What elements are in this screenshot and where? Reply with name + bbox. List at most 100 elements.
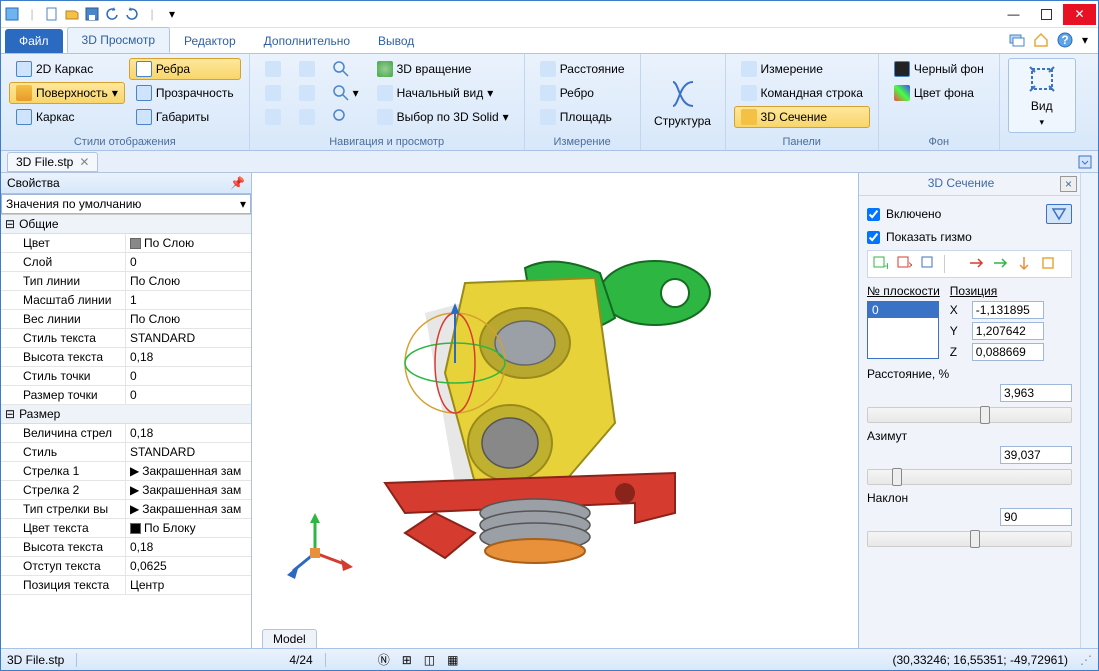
close-panel-icon[interactable]: × bbox=[1060, 176, 1077, 192]
measure-panel-button[interactable]: Измерение bbox=[734, 58, 870, 80]
redo-icon[interactable] bbox=[123, 5, 141, 23]
show-gizmo-checkbox[interactable]: Показать гизмо bbox=[867, 230, 1072, 244]
nav-btn-5[interactable] bbox=[292, 82, 322, 104]
3d-viewport[interactable]: Model bbox=[252, 173, 858, 649]
enabled-checkbox[interactable]: Включено bbox=[867, 204, 1072, 224]
model-space-tab[interactable]: Model bbox=[262, 629, 317, 649]
save-icon[interactable] bbox=[83, 5, 101, 23]
prop-row-textheight[interactable]: Высота текста0,18 bbox=[1, 348, 251, 367]
prop-row-textoffset[interactable]: Отступ текста0,0625 bbox=[1, 557, 251, 576]
initial-view-button[interactable]: Начальный вид▾ bbox=[370, 82, 516, 104]
cmdline-panel-button[interactable]: Командная строка bbox=[734, 82, 870, 104]
azimuth-slider[interactable] bbox=[867, 469, 1072, 485]
prop-row-textpos[interactable]: Позиция текстаЦентр bbox=[1, 576, 251, 595]
zoom-out-button[interactable]: ▾ bbox=[326, 82, 366, 104]
prop-row-textstyle[interactable]: Стиль текстаSTANDARD bbox=[1, 329, 251, 348]
tab-output[interactable]: Вывод bbox=[364, 29, 428, 53]
help-icon[interactable]: ? bbox=[1056, 31, 1074, 49]
prop-row-arrowtype[interactable]: Тип стрелки вы▶Закрашенная зам bbox=[1, 500, 251, 519]
category-general[interactable]: ⊟Общие bbox=[1, 215, 251, 234]
prop-row-linetype[interactable]: Тип линииПо Слою bbox=[1, 272, 251, 291]
undo-icon[interactable] bbox=[103, 5, 121, 23]
category-size[interactable]: ⊟Размер bbox=[1, 405, 251, 424]
carcass-button[interactable]: Каркас bbox=[9, 106, 125, 128]
prop-row-pointstyle[interactable]: Стиль точки0 bbox=[1, 367, 251, 386]
view-button[interactable]: Вид▾ bbox=[1008, 58, 1076, 133]
y-input[interactable] bbox=[972, 322, 1044, 340]
surface-button[interactable]: Поверхность▾ bbox=[9, 82, 125, 104]
pin-icon[interactable]: 📌 bbox=[230, 176, 245, 190]
prop-row-arrow1[interactable]: Стрелка 1▶Закрашенная зам bbox=[1, 462, 251, 481]
z-input[interactable] bbox=[972, 343, 1044, 361]
tilt-slider[interactable] bbox=[867, 531, 1072, 547]
prop-row-lineweight[interactable]: Вес линииПо Слою bbox=[1, 310, 251, 329]
edges-button[interactable]: Ребра bbox=[129, 58, 241, 80]
prop-row-linescale[interactable]: Масштаб линии1 bbox=[1, 291, 251, 310]
nav-btn-1[interactable] bbox=[258, 58, 288, 80]
black-bg-button[interactable]: Черный фон bbox=[887, 58, 991, 80]
edge-button[interactable]: Ребро bbox=[533, 82, 632, 104]
prop-row-pointsize[interactable]: Размер точки0 bbox=[1, 386, 251, 405]
document-tab[interactable]: 3D File.stp ✕ bbox=[7, 152, 98, 172]
remove-plane-icon[interactable]: × bbox=[896, 255, 914, 273]
zoom-fit-button[interactable] bbox=[326, 106, 366, 128]
prop-row-textheight2[interactable]: Высота текста0,18 bbox=[1, 538, 251, 557]
prop-row-layer[interactable]: Слой0 bbox=[1, 253, 251, 272]
minimize-button[interactable]: ― bbox=[997, 4, 1030, 25]
tab-editor[interactable]: Редактор bbox=[170, 29, 250, 53]
flip-x-icon[interactable] bbox=[968, 255, 986, 273]
area-button[interactable]: Площадь bbox=[533, 106, 632, 128]
nav-btn-3[interactable] bbox=[258, 106, 288, 128]
maximize-button[interactable] bbox=[1030, 4, 1063, 25]
bounds-button[interactable]: Габариты bbox=[129, 106, 241, 128]
file-tab[interactable]: Файл bbox=[5, 29, 63, 53]
status-icon[interactable]: ◫ bbox=[424, 653, 435, 667]
nav-btn-4[interactable] bbox=[292, 58, 322, 80]
zoom-in-button[interactable] bbox=[326, 58, 366, 80]
prop-row-arrowsize[interactable]: Величина стрел0,18 bbox=[1, 424, 251, 443]
status-icon[interactable]: ▦ bbox=[447, 653, 458, 667]
rotate3d-button[interactable]: 3D вращение bbox=[370, 58, 516, 80]
close-tab-icon[interactable]: ✕ bbox=[79, 155, 89, 169]
structure-button[interactable]: Структура bbox=[649, 73, 717, 133]
flip-y-icon[interactable] bbox=[992, 255, 1010, 273]
x-input[interactable] bbox=[972, 301, 1044, 319]
add-plane-icon[interactable]: + bbox=[872, 255, 890, 273]
plane-list[interactable]: 0 bbox=[867, 301, 939, 359]
pick3d-button[interactable]: Выбор по 3D Solid▾ bbox=[370, 106, 516, 128]
section-toggle-icon[interactable] bbox=[1046, 204, 1072, 224]
new-icon[interactable] bbox=[43, 5, 61, 23]
wire2d-button[interactable]: 2D Каркас bbox=[9, 58, 125, 80]
layers-icon[interactable] bbox=[1008, 31, 1026, 49]
transparent-button[interactable]: Прозрачность bbox=[129, 82, 241, 104]
distance-slider[interactable] bbox=[867, 407, 1072, 423]
tab-extra[interactable]: Дополнительно bbox=[250, 29, 364, 53]
distance-button[interactable]: Расстояние bbox=[533, 58, 632, 80]
status-icon[interactable]: Ⓝ bbox=[378, 651, 390, 668]
nav-btn-2[interactable] bbox=[258, 82, 288, 104]
prop-row-arrow2[interactable]: Стрелка 2▶Закрашенная зам bbox=[1, 481, 251, 500]
plane-icon[interactable] bbox=[920, 255, 938, 273]
dropdown-icon[interactable]: ▾ bbox=[1080, 31, 1090, 49]
section3d-panel-button[interactable]: 3D Сечение bbox=[734, 106, 870, 128]
home-icon[interactable] bbox=[1032, 31, 1050, 49]
azimuth-input[interactable] bbox=[1000, 446, 1072, 464]
color-bg-button[interactable]: Цвет фона bbox=[887, 82, 991, 104]
tab-3d-view[interactable]: 3D Просмотр bbox=[67, 27, 170, 53]
expand-icon[interactable] bbox=[1078, 155, 1092, 169]
app-icon[interactable] bbox=[3, 5, 21, 23]
resize-grip-icon[interactable]: ⋰ bbox=[1080, 653, 1092, 667]
close-button[interactable]: ✕ bbox=[1063, 4, 1096, 25]
qat-dropdown-icon[interactable]: ▾ bbox=[163, 5, 181, 23]
distance-input[interactable] bbox=[1000, 384, 1072, 402]
property-grid[interactable]: ⊟Общие ЦветПо Слою Слой0 Тип линииПо Сло… bbox=[1, 214, 251, 649]
open-icon[interactable] bbox=[63, 5, 81, 23]
tilt-input[interactable] bbox=[1000, 508, 1072, 526]
status-icon[interactable]: ⊞ bbox=[402, 653, 412, 667]
prop-row-textcolor[interactable]: Цвет текстаПо Блоку bbox=[1, 519, 251, 538]
prop-row-style[interactable]: СтильSTANDARD bbox=[1, 443, 251, 462]
nav-btn-6[interactable] bbox=[292, 106, 322, 128]
defaults-combo[interactable]: Значения по умолчанию▾ bbox=[1, 194, 251, 214]
flip-z-icon[interactable] bbox=[1016, 255, 1034, 273]
prop-row-color[interactable]: ЦветПо Слою bbox=[1, 234, 251, 253]
